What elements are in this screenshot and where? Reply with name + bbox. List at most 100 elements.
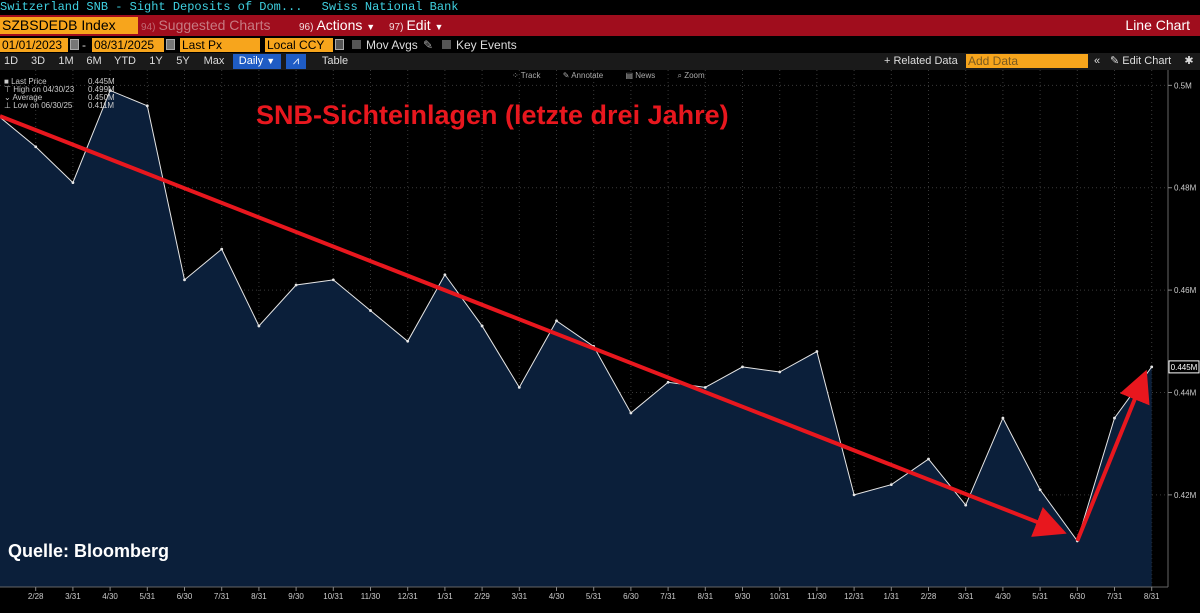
suggested-charts-button[interactable]: 94) Suggested Charts (141, 17, 291, 34)
add-data-input[interactable]: Add Data (966, 54, 1088, 68)
date-separator: - (82, 38, 86, 52)
suggested-label: Suggested Charts (158, 17, 271, 33)
currency-select[interactable]: Local CCY (265, 38, 333, 52)
line-chart-icon[interactable]: ⩘ (286, 54, 306, 69)
frequency-label: Daily (238, 55, 264, 67)
range-bar: 1D 3D 1M 6M YTD 1Y 5Y Max Daily ▼ ⩘ Tabl… (0, 53, 1200, 70)
chevron-down-icon: ▼ (366, 22, 376, 32)
series-area (0, 90, 1152, 587)
gear-icon[interactable]: ✱ (1184, 55, 1194, 67)
x-tick-label: 7/31 (1107, 592, 1123, 601)
chart-tools: ⁘ Track ✎ Annotate ▤ News ⌕ Zoom (512, 71, 725, 81)
data-point (517, 385, 521, 389)
data-point (108, 89, 112, 92)
data-point (927, 457, 930, 461)
y-tick-label: 0.5M (1174, 81, 1192, 90)
data-point (480, 324, 484, 328)
pencil-icon: ✎ (1110, 55, 1120, 67)
data-point (220, 247, 224, 251)
x-tick-label: 8/31 (698, 592, 714, 601)
legend-value: 0.445M (88, 77, 115, 86)
frequency-select[interactable]: Daily ▼ (233, 54, 281, 69)
source-note: Quelle: Bloomberg (8, 541, 170, 561)
data-point (369, 309, 372, 312)
legend-low: ⊥ Low on 06/30/25 0.411M (4, 101, 115, 110)
range-1y-button[interactable]: 1Y (149, 55, 163, 67)
title-bar: Switzerland SNB - Sight Deposits of Dom.… (0, 0, 1200, 15)
data-point (406, 339, 410, 343)
key-events-checkbox[interactable] (442, 40, 451, 49)
related-data-button[interactable]: + Related Data (884, 55, 958, 67)
last-value-box (1168, 360, 1200, 374)
annotate-tool[interactable]: ✎ Annotate (562, 71, 604, 80)
y-tick-label: 0.46M (1174, 286, 1197, 295)
edit-num: 97) (389, 22, 404, 33)
edit-menu-button[interactable]: 97) Edit ▼ (389, 17, 449, 34)
end-date-field[interactable]: 08/31/2025 (92, 38, 164, 52)
x-tick-label: 4/30 (102, 592, 118, 601)
ticker-field[interactable]: SZBSDEDB Index (0, 17, 138, 34)
chart-plot[interactable]: 2/28 3/31 4/30 5/31 6/30 7/31 8/31 9/30 10/31 11/… (0, 70, 1200, 613)
calendar-icon[interactable] (70, 39, 79, 50)
data-point (71, 181, 75, 185)
chevron-down-icon[interactable] (335, 39, 344, 50)
x-tick-label: 12/31 (844, 592, 865, 601)
x-tick-label: 3/31 (512, 592, 528, 601)
x-tick-label: 10/31 (770, 592, 791, 601)
annotate-label: Annotate (571, 71, 604, 80)
x-tick-label: 2/28 (921, 592, 937, 601)
legend-label: Average (12, 93, 43, 102)
table-button[interactable]: Table (321, 55, 349, 67)
range-6m-button[interactable]: 6M (86, 55, 102, 67)
legend-value: 0.450M (88, 93, 115, 102)
series-line (0, 89, 1153, 543)
range-5y-button[interactable]: 5Y (176, 55, 190, 67)
data-point (1113, 416, 1116, 420)
x-tick-label: 12/31 (398, 592, 419, 601)
x-tick-label: 1/31 (884, 592, 900, 601)
edit-chart-label: Edit Chart (1122, 55, 1172, 67)
legend-label: High on 04/30/23 (13, 85, 75, 94)
collapse-icon[interactable]: « (1093, 55, 1101, 67)
suggested-num: 94) (141, 22, 156, 33)
range-1m-button[interactable]: 1M (58, 55, 74, 67)
y-tick-label: 0.44M (1174, 388, 1197, 397)
range-max-button[interactable]: Max (203, 55, 225, 67)
last-value-label: 0.445M (1171, 363, 1198, 372)
x-tick-label: 6/30 (623, 592, 639, 601)
zoom-tool[interactable]: ⌕ Zoom (677, 71, 705, 80)
x-tick-label: 8/31 (1144, 592, 1160, 601)
actions-label: Actions (316, 17, 363, 33)
x-tick-label: 5/31 (1032, 592, 1048, 601)
legend-average: ⌄ Average 0.450M (4, 93, 115, 102)
trend-arrow (0, 114, 1067, 537)
start-date-field[interactable]: 01/01/2023 (0, 38, 68, 52)
range-ytd-button[interactable]: YTD (114, 55, 136, 67)
overlay-title: SNB-Sichteinlagen (letzte drei Jahre) (256, 100, 729, 130)
news-tool[interactable]: ▤ News (625, 71, 656, 80)
legend-last-price[interactable]: ■ Last Price 0.445M (4, 77, 115, 86)
calendar-icon[interactable] (166, 39, 175, 50)
actions-menu-button[interactable]: 96) Actions ▼ (299, 17, 383, 34)
track-tool[interactable]: ⁘ Track (512, 71, 541, 80)
price-field-select[interactable]: Last Px (180, 38, 260, 52)
x-tick-label: 9/30 (735, 592, 751, 601)
x-tick-label: 5/31 (586, 592, 602, 601)
x-tick-label: 4/30 (549, 592, 565, 601)
legend-high: ⊤ High on 04/30/23 0.499M (4, 85, 115, 94)
parameter-bar: 01/01/2023 - 08/31/2025 Last Px Local CC… (0, 37, 1200, 53)
security-name: Switzerland SNB - Sight Deposits of Dom.… (0, 0, 303, 14)
news-label: News (635, 71, 656, 80)
mov-avgs-checkbox[interactable] (352, 40, 361, 49)
data-point (145, 104, 149, 108)
x-tick-label: 2/29 (474, 592, 490, 601)
x-tick-label: 5/31 (140, 592, 156, 601)
range-1d-button[interactable]: 1D (3, 55, 19, 67)
edit-chart-button[interactable]: ✎ Edit Chart (1110, 54, 1178, 69)
range-3d-button[interactable]: 3D (30, 55, 46, 67)
y-tick-label: 0.48M (1174, 184, 1197, 193)
chevron-down-icon: ▼ (266, 56, 276, 66)
command-bar: SZBSDEDB Index 94) Suggested Charts 96) Ac… (0, 15, 1200, 36)
pencil-icon[interactable]: ✎ (423, 38, 434, 52)
legend-label: Last Price (11, 77, 47, 86)
